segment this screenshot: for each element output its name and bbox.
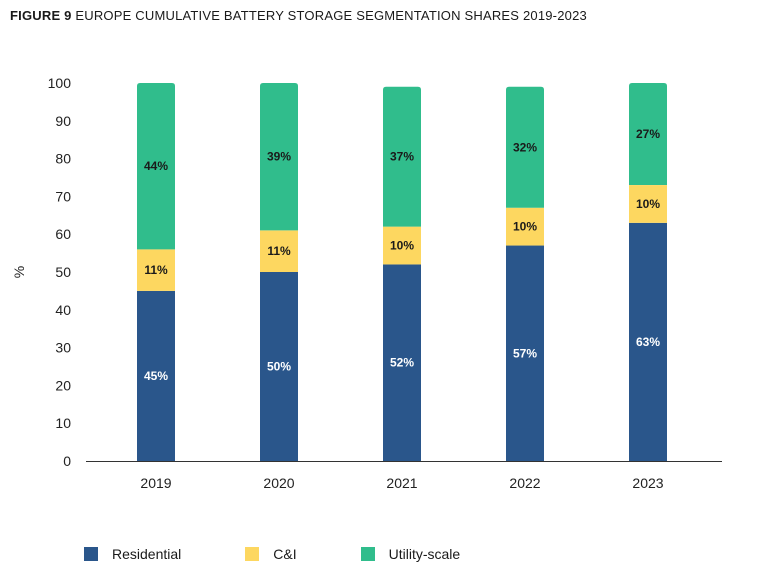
legend-label: Residential: [112, 546, 182, 562]
data-label: 44%: [144, 159, 168, 173]
legend-swatch: [360, 547, 375, 561]
data-label: 10%: [636, 197, 660, 211]
bar-segment-c-i: [629, 185, 667, 223]
legend-item: Residential: [84, 546, 181, 562]
data-label: 63%: [636, 335, 660, 349]
bar-segment-residential: [629, 222, 667, 461]
x-tick-label: 2019: [140, 475, 171, 491]
y-axis-label: %: [11, 266, 27, 278]
x-tick-label: 2020: [263, 475, 294, 491]
bar-segment-utility-scale: [137, 83, 175, 250]
y-tick-label: 0: [63, 453, 71, 469]
data-label: 39%: [267, 150, 291, 164]
chart-title: FIGURE 9 EUROPE CUMULATIVE BATTERY STORA…: [10, 8, 587, 23]
x-axis-ticks: 2019 2020 2021 2022 2023: [140, 475, 663, 491]
data-label: 45%: [144, 369, 168, 383]
data-label: 50%: [267, 360, 291, 374]
y-tick-label: 10: [55, 415, 71, 431]
bar-segment-residential: [260, 272, 298, 461]
bar-segment-utility-scale: [383, 86, 421, 227]
chart-title-text: EUROPE CUMULATIVE BATTERY STORAGE SEGMEN…: [75, 8, 587, 23]
y-tick-label: 30: [55, 340, 71, 356]
legend-item: Utility-scale: [360, 546, 461, 562]
data-label: 57%: [513, 346, 537, 360]
y-tick-label: 80: [55, 151, 71, 167]
bar-segment-residential: [383, 264, 421, 461]
data-label: 52%: [390, 356, 414, 370]
bar-segment-utility-scale: [629, 83, 667, 186]
legend-swatch: [84, 547, 98, 561]
y-tick-label: 100: [48, 75, 72, 91]
y-tick-label: 90: [55, 113, 71, 129]
bar-segment-residential: [137, 290, 175, 461]
data-label: 27%: [636, 127, 660, 141]
y-tick-label: 20: [55, 377, 71, 393]
y-tick-label: 70: [55, 188, 71, 204]
bar-segment-residential: [506, 245, 544, 461]
legend-label: C&I: [273, 546, 297, 562]
bar-segment-c-i: [383, 226, 421, 265]
data-label: 10%: [513, 220, 537, 234]
bar-segment-c-i: [260, 230, 298, 272]
bar-segment-utility-scale: [260, 83, 298, 231]
x-tick-label: 2021: [386, 475, 417, 491]
y-tick-label: 60: [55, 226, 71, 242]
data-label: 32%: [513, 140, 537, 154]
data-label: 11%: [144, 263, 168, 277]
figure-label: FIGURE 9: [10, 8, 72, 23]
y-tick-label: 50: [55, 264, 71, 280]
legend-label: Utility-scale: [388, 546, 461, 562]
legend: Residential C&I Utility-scale: [84, 546, 524, 562]
data-label: 11%: [267, 244, 291, 258]
bar-segment-c-i: [137, 249, 175, 291]
y-tick-label: 40: [55, 302, 71, 318]
data-label: 37%: [390, 150, 414, 164]
bars: 45% 11% 44% 50% 11% 39% 52% 10% 37% 57% 10% 32% 63% 1…: [137, 83, 667, 461]
bar-segment-c-i: [506, 207, 544, 246]
y-axis-ticks: 0 10 20 30 40 50 60 70 80 90 100: [48, 75, 72, 469]
x-tick-label: 2023: [632, 475, 663, 491]
bar-segment-utility-scale: [506, 86, 544, 208]
data-label: 10%: [390, 239, 414, 253]
legend-item: C&I: [245, 546, 297, 562]
legend-swatch: [245, 547, 260, 561]
x-tick-label: 2022: [509, 475, 540, 491]
